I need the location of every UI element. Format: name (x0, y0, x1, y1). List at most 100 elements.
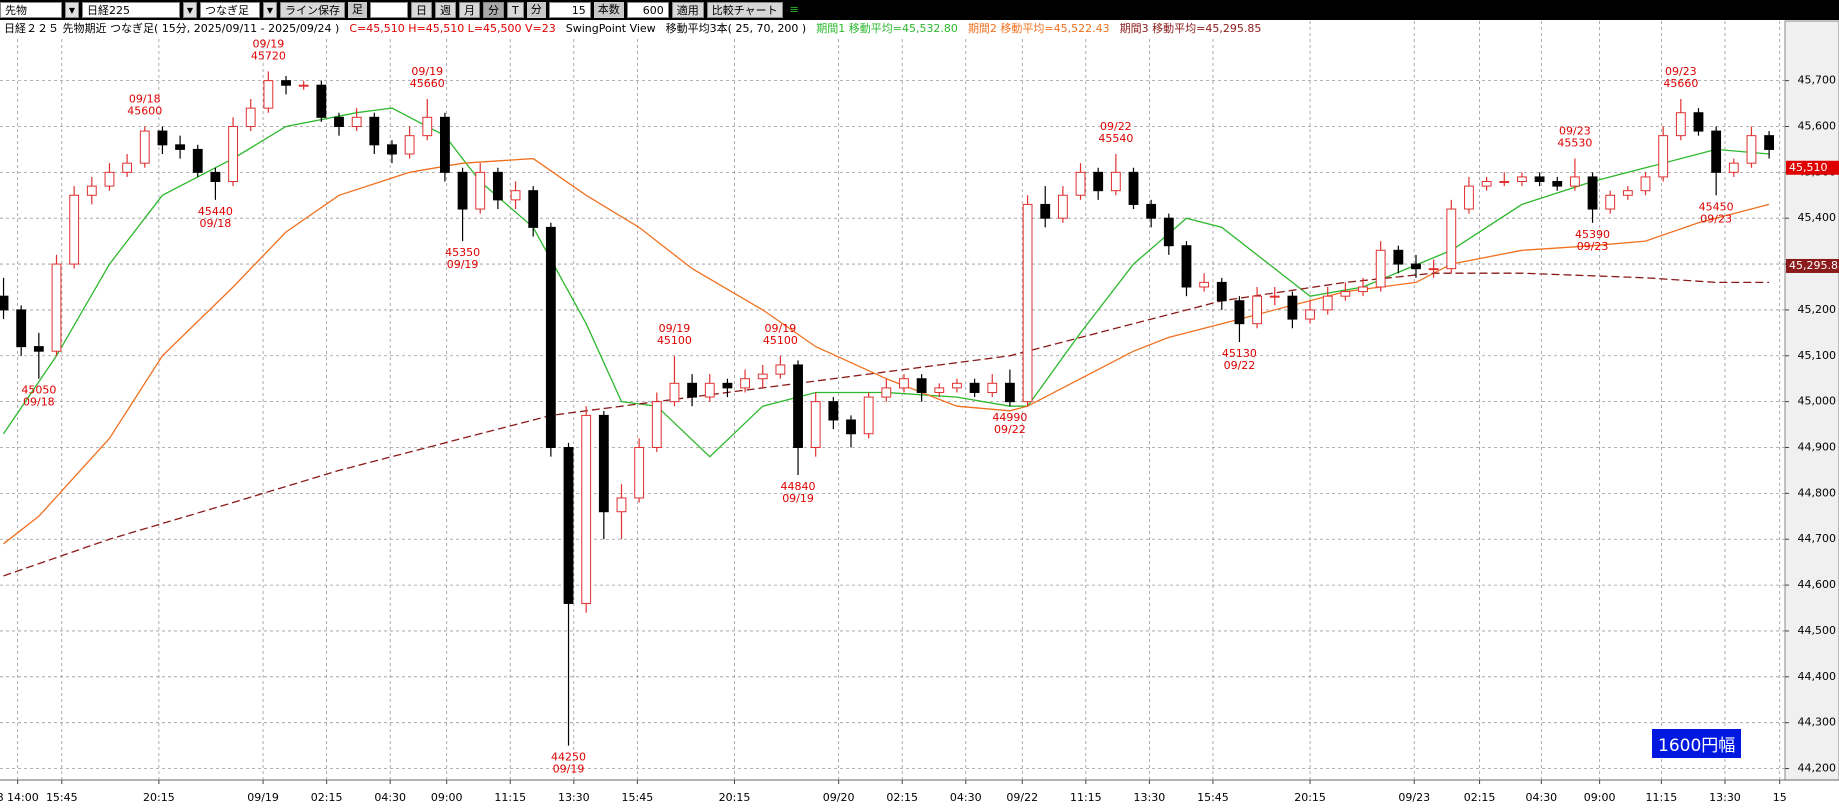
swing-price: 44990 (992, 411, 1027, 424)
y-tick-label: 45,200 (1798, 303, 1837, 316)
x-tick-label: 09/23 (1398, 791, 1430, 804)
title: 日経２２５ 先物期近 つなぎ足( 15分, 2025/09/11 - 2025/… (4, 22, 340, 35)
candle-body (1711, 130, 1722, 173)
swing-price: 45440 (198, 205, 233, 218)
compare-button[interactable]: 比較チャート (706, 2, 783, 18)
x-tick-label: 20:15 (719, 791, 751, 804)
candle-body (598, 414, 609, 513)
candle-body (281, 80, 291, 86)
label: 分 (526, 2, 546, 18)
input[interactable] (370, 2, 408, 18)
y-tick-label: 45,100 (1798, 349, 1837, 362)
candle-body (1693, 112, 1704, 132)
y-tick-label: 44,800 (1798, 486, 1837, 499)
candle-body (1093, 171, 1104, 192)
swing-price: 45350 (445, 246, 480, 259)
swing-price: 45720 (251, 49, 286, 62)
candle-body (1163, 217, 1174, 247)
x-tick-label: 11:15 (1646, 791, 1678, 804)
x-tick-label: 13:30 (558, 791, 590, 804)
swing-date: 09/18 (200, 217, 232, 230)
view: SwingPoint View (565, 22, 656, 35)
swing-price: 45390 (1575, 228, 1610, 241)
icon[interactable]: ≡ (785, 2, 803, 18)
swing-date: 09/23 (1665, 65, 1697, 78)
candle-body (69, 194, 80, 265)
candle-body (351, 116, 362, 127)
x-tick-label: 15:45 (1197, 791, 1229, 804)
minute-button[interactable]: 分 (483, 2, 504, 18)
week-button[interactable]: 週 (435, 2, 456, 18)
swing-date: 09/19 (659, 322, 691, 335)
x-tick-label: 20:15 (1294, 791, 1326, 804)
dropdown[interactable]: ▼ (183, 2, 197, 18)
swing-price: 45530 (1557, 137, 1592, 150)
y-tick-label: 44,400 (1798, 670, 1837, 683)
dropdown[interactable]: ▼ (65, 2, 79, 18)
swing-date: 09/18 (23, 396, 55, 409)
candle-body (1234, 300, 1245, 325)
candle-body (387, 144, 397, 155)
swing-date: 09/22 (994, 423, 1026, 436)
candle-body (1658, 135, 1669, 178)
swing-date: 09/22 (1224, 359, 1256, 372)
candle-body (1199, 281, 1210, 288)
count-input[interactable]: 600 (626, 2, 669, 18)
candle-body (175, 144, 186, 150)
apply-button[interactable]: 適用 (671, 2, 704, 18)
candle-body (1764, 135, 1775, 150)
dropdown[interactable]: ▼ (263, 2, 277, 18)
price-tag-label: 45,295.85 (1789, 259, 1839, 272)
candle-body (404, 135, 415, 155)
market-select[interactable]: 先物 (0, 2, 62, 18)
price-tag-label: 45,510 (1789, 161, 1828, 174)
candle-body (245, 107, 256, 127)
candle-body (51, 263, 62, 352)
y-tick-label: 44,500 (1798, 624, 1837, 637)
candle-body (1622, 190, 1633, 196)
month-button[interactable]: 月 (459, 2, 480, 18)
candle-body (334, 116, 344, 127)
candle-body (916, 378, 927, 393)
candle-body (1481, 181, 1492, 187)
candle-body (122, 162, 133, 173)
candle-body (881, 387, 892, 398)
candle-body (1746, 135, 1757, 164)
candle-body (492, 171, 503, 201)
swing-price: 45600 (127, 104, 162, 117)
candle-body (775, 364, 786, 375)
candle-body (757, 373, 768, 380)
candle-body (1287, 295, 1298, 320)
candle-body (1128, 171, 1139, 205)
candle-body (1181, 245, 1192, 288)
swing-date: 09/19 (553, 763, 585, 776)
x-tick-label: 09:00 (1584, 791, 1616, 804)
moving-average (3, 272, 1770, 577)
candle-body (616, 497, 627, 513)
candle-body (722, 382, 733, 389)
mode-select[interactable]: つなぎ足 (200, 2, 260, 18)
interval-input[interactable]: 15 (548, 2, 591, 18)
candle-body (1517, 176, 1527, 183)
day-button[interactable]: 日 (411, 2, 432, 18)
x-tick-label: 8 14:00 (0, 791, 39, 804)
y-tick-label: 44,200 (1798, 762, 1837, 775)
candle-body (1411, 263, 1421, 270)
save-button[interactable]: ライン保存 (280, 2, 345, 18)
candle-body (1534, 176, 1545, 183)
swing-date: 09/23 (1700, 212, 1732, 225)
symbol-select[interactable]: 日経225 (82, 2, 180, 18)
x-tick-label: 04:30 (374, 791, 406, 804)
candle-body (1640, 176, 1651, 192)
x-tick-label: 04:30 (1525, 791, 1557, 804)
candle-body (0, 295, 9, 311)
y-tick-label: 45,400 (1798, 211, 1837, 224)
swing-price: 45660 (410, 77, 445, 90)
tick-button[interactable]: T (507, 2, 524, 18)
x-tick-label: 15 (1773, 791, 1787, 804)
candle-body (987, 382, 998, 393)
swing-price: 45540 (1098, 132, 1133, 145)
candle-body (440, 116, 450, 173)
x-tick-label: 09/19 (247, 791, 279, 804)
y-tick-label: 45,700 (1798, 74, 1837, 87)
